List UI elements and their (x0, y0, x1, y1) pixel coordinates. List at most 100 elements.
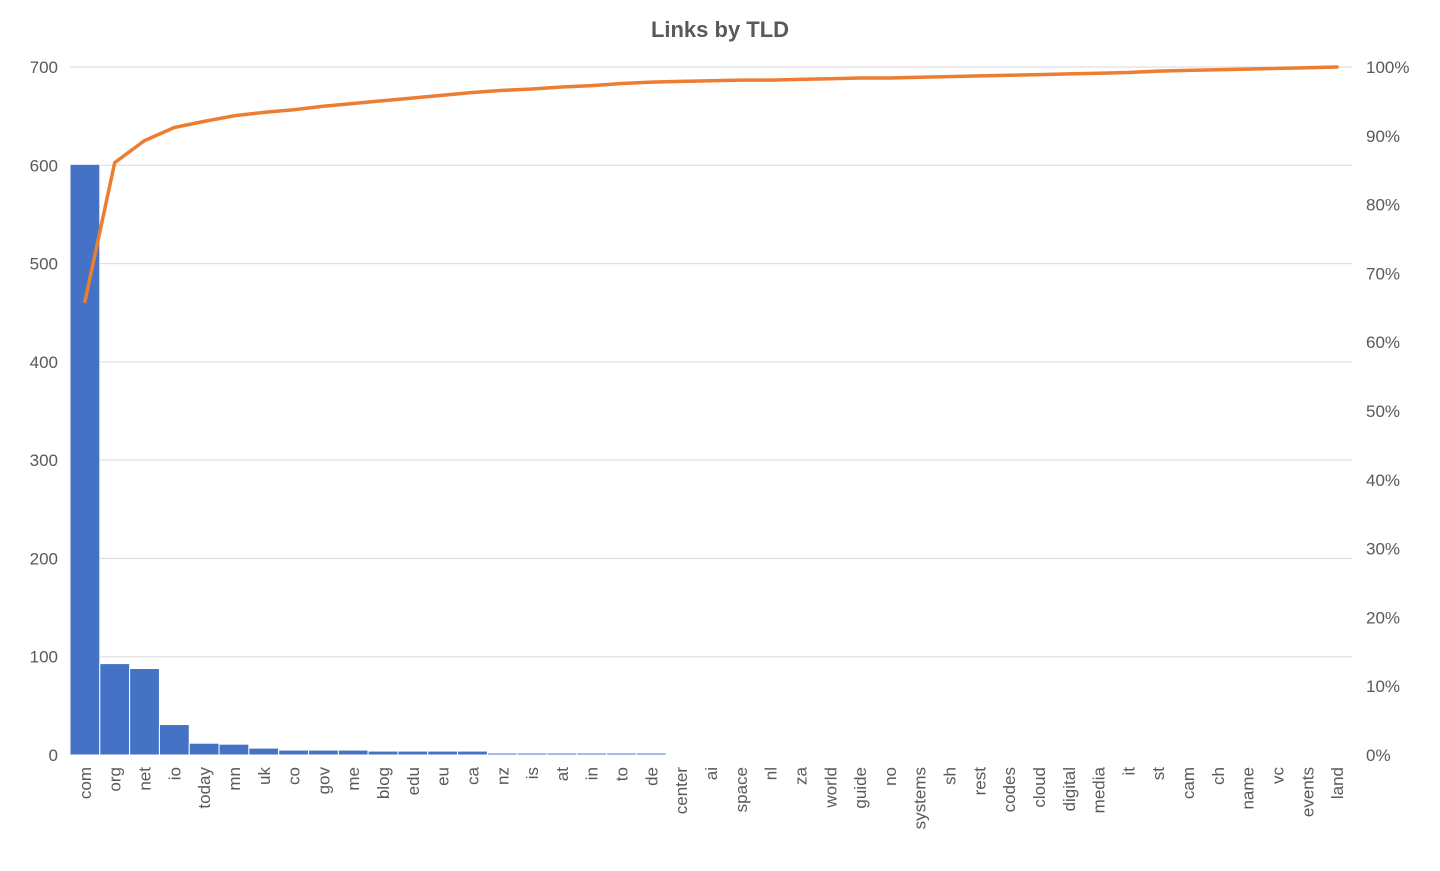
bar-in (577, 753, 607, 755)
y-tick-label: 700 (30, 58, 58, 77)
cumulative-line (85, 67, 1337, 302)
x-category-label: digital (1060, 767, 1079, 811)
x-category-label: co (285, 767, 304, 785)
x-category-label: to (613, 767, 632, 781)
x-category-label: blog (374, 767, 393, 799)
x-category-label: land (1328, 767, 1347, 799)
bar-name (1233, 754, 1263, 755)
bar-no (875, 754, 905, 755)
bar-space (726, 754, 756, 755)
bar-mn (219, 744, 249, 755)
bar-codes (994, 754, 1024, 755)
y2-tick-label: 80% (1366, 196, 1400, 215)
bar-cloud (1024, 754, 1054, 755)
x-category-label: mn (225, 767, 244, 791)
x-category-label: it (1119, 767, 1138, 776)
bar-nl (756, 754, 786, 755)
bar-cam (1173, 754, 1203, 755)
x-category-label: eu (434, 767, 453, 786)
bar-guide (845, 754, 875, 755)
bar-uk (249, 748, 279, 755)
bar-za (786, 754, 816, 755)
bar-systems (905, 754, 935, 755)
x-category-label: nl (762, 767, 781, 780)
x-category-label: media (1090, 766, 1109, 813)
bar-digital (1054, 754, 1084, 755)
x-category-label: in (583, 767, 602, 780)
bar-st (1143, 754, 1173, 755)
x-category-label: codes (1000, 767, 1019, 812)
x-category-label: guide (851, 767, 870, 809)
y2-tick-label: 40% (1366, 471, 1400, 490)
secondary-y-axis: 0%10%20%30%40%50%60%70%80%90%100% (1366, 58, 1409, 765)
bar-center (666, 754, 696, 755)
y-tick-label: 400 (30, 353, 58, 372)
bar-ch (1203, 754, 1233, 755)
x-category-label: ai (702, 767, 721, 780)
y2-tick-label: 0% (1366, 746, 1391, 765)
x-category-label: cloud (1030, 767, 1049, 808)
x-category-label: at (553, 767, 572, 781)
gridlines (70, 67, 1352, 755)
bar-today (189, 743, 219, 755)
bar-eu (428, 751, 458, 755)
x-category-label: space (732, 767, 751, 812)
bar-world (815, 754, 845, 755)
x-category-label: rest (970, 767, 989, 796)
x-category-label: uk (255, 767, 274, 785)
x-category-label: world (821, 767, 840, 809)
x-category-label: systems (911, 767, 930, 829)
y2-tick-label: 100% (1366, 58, 1409, 77)
bar-ai (696, 754, 726, 755)
y-tick-label: 0 (49, 746, 58, 765)
y-tick-label: 500 (30, 255, 58, 274)
x-category-label: io (165, 767, 184, 780)
x-category-label: net (136, 767, 155, 791)
chart-title: Links by TLD (651, 17, 789, 42)
x-category-label: nz (493, 767, 512, 785)
y2-tick-label: 20% (1366, 608, 1400, 627)
x-category-label: gov (314, 767, 333, 795)
y-tick-label: 200 (30, 549, 58, 568)
x-category-label: is (523, 767, 542, 779)
x-category-label: name (1239, 767, 1258, 810)
bar-gov (309, 750, 339, 755)
x-category-label: cam (1179, 767, 1198, 799)
bar-events (1292, 754, 1322, 755)
bar-net (130, 669, 160, 755)
bar-vc (1263, 754, 1293, 755)
y2-tick-label: 60% (1366, 333, 1400, 352)
bar-edu (398, 751, 428, 755)
x-category-label: com (76, 767, 95, 799)
bar-blog (368, 751, 398, 755)
x-category-label: sh (941, 767, 960, 785)
x-category-label: no (881, 767, 900, 786)
bar-io (159, 725, 189, 755)
bar-co (279, 750, 309, 755)
bar-to (607, 753, 637, 755)
bar-at (547, 753, 577, 755)
x-category-label: edu (404, 767, 423, 795)
x-category-label: center (672, 767, 691, 815)
y2-tick-label: 90% (1366, 127, 1400, 146)
bar-media (1084, 754, 1114, 755)
x-category-label: vc (1268, 767, 1287, 785)
y2-tick-label: 70% (1366, 264, 1400, 283)
x-category-label: za (791, 766, 810, 785)
x-category-label: me (344, 767, 363, 791)
bar-land (1322, 754, 1352, 755)
bar-org (100, 664, 130, 755)
bar-sh (935, 754, 965, 755)
bar-ca (458, 751, 488, 755)
bar-nz (487, 753, 517, 755)
y-tick-label: 300 (30, 451, 58, 470)
x-category-label: org (106, 767, 125, 792)
y2-tick-label: 50% (1366, 402, 1400, 421)
bar-it (1113, 754, 1143, 755)
x-category-label: events (1298, 767, 1317, 817)
x-category-label: ca (463, 766, 482, 785)
